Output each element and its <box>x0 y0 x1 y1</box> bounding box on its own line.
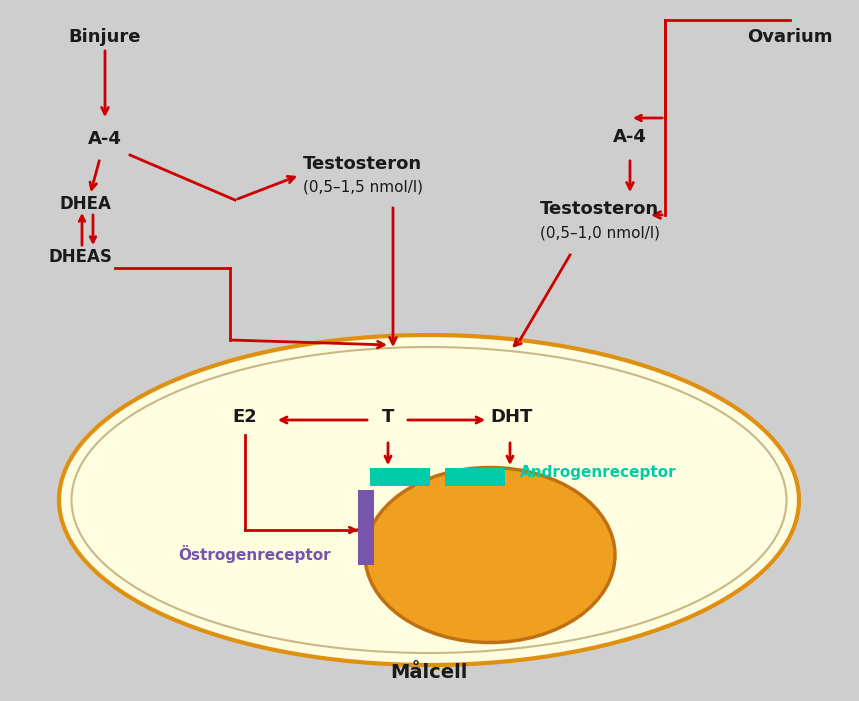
Text: Målcell: Målcell <box>390 663 467 682</box>
Text: (0,5–1,5 nmol/l): (0,5–1,5 nmol/l) <box>303 180 423 195</box>
Text: Testosteron: Testosteron <box>540 200 659 218</box>
Ellipse shape <box>59 335 799 665</box>
Text: (0,5–1,0 nmol/l): (0,5–1,0 nmol/l) <box>540 225 660 240</box>
Text: Binjure: Binjure <box>69 28 141 46</box>
Text: A-4: A-4 <box>613 128 647 146</box>
Text: Östrogenreceptor: Östrogenreceptor <box>178 545 331 563</box>
Text: DHEAS: DHEAS <box>48 248 112 266</box>
Ellipse shape <box>365 468 615 643</box>
Bar <box>445 468 505 486</box>
Text: E2: E2 <box>233 408 258 426</box>
Text: Ovarium: Ovarium <box>747 28 832 46</box>
Bar <box>370 468 430 486</box>
Text: Testosteron: Testosteron <box>303 155 422 173</box>
Text: Androgenreceptor: Androgenreceptor <box>520 465 677 480</box>
Text: T: T <box>381 408 394 426</box>
Text: DHT: DHT <box>490 408 533 426</box>
Bar <box>358 490 374 565</box>
Text: A-4: A-4 <box>88 130 122 148</box>
Text: DHEA: DHEA <box>59 195 111 213</box>
